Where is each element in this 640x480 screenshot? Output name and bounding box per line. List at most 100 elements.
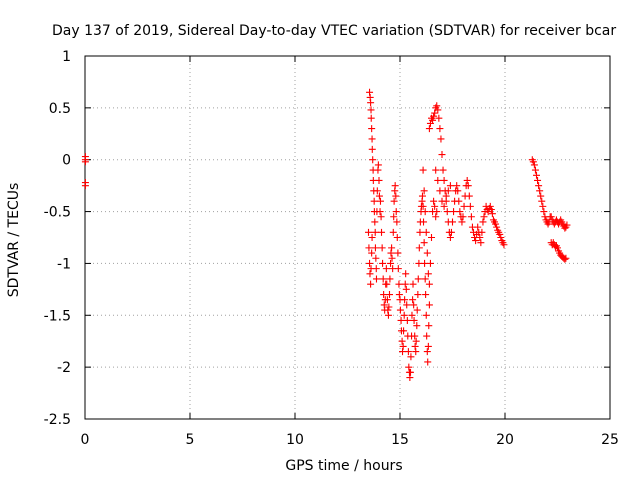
data-point <box>394 265 402 273</box>
data-point <box>493 223 501 231</box>
data-point <box>474 223 482 231</box>
data-point <box>420 218 428 226</box>
data-point <box>420 187 428 195</box>
data-point <box>375 192 383 200</box>
data-point <box>415 244 423 252</box>
data-point <box>392 192 400 200</box>
x-tick-label: 20 <box>496 432 514 448</box>
data-point <box>535 182 543 190</box>
data-point <box>438 151 446 159</box>
data-point <box>561 255 569 263</box>
data-point <box>420 239 428 247</box>
data-point <box>367 280 375 288</box>
grid-lines <box>85 56 610 419</box>
data-point <box>434 176 442 184</box>
data-point <box>423 249 431 257</box>
data-point <box>374 161 382 169</box>
plot-frame <box>84 55 611 420</box>
data-point <box>375 176 383 184</box>
data-point <box>422 291 430 299</box>
data-point <box>416 228 424 236</box>
data-point <box>409 296 417 304</box>
data-point <box>390 213 398 221</box>
data-point <box>539 202 547 210</box>
data-point <box>369 156 377 164</box>
data-point <box>365 244 373 252</box>
data-point <box>536 187 544 195</box>
data-point <box>421 208 429 216</box>
data-point <box>366 270 374 278</box>
data-point <box>384 311 392 319</box>
axis-ticks <box>84 55 611 420</box>
data-point <box>388 254 396 262</box>
data-point <box>403 316 411 324</box>
data-point <box>435 114 443 122</box>
data-point <box>463 176 471 184</box>
data-point <box>534 176 542 184</box>
data-point <box>486 202 494 210</box>
data-point <box>409 280 417 288</box>
data-point <box>407 368 414 376</box>
data-point <box>406 374 414 382</box>
data-point <box>460 202 468 210</box>
data-point <box>398 337 406 345</box>
data-point <box>368 135 376 143</box>
data-point <box>540 208 548 216</box>
data-point <box>425 125 433 133</box>
data-point <box>81 182 89 190</box>
data-point <box>430 112 438 120</box>
data-point <box>371 218 379 226</box>
data-point <box>403 301 411 309</box>
data-point <box>459 213 467 221</box>
data-point <box>500 241 508 249</box>
data-point <box>392 208 400 216</box>
data-point <box>476 234 484 241</box>
data-point <box>425 322 433 330</box>
data-point <box>384 306 392 314</box>
data-point <box>411 332 419 340</box>
data-point <box>418 192 426 200</box>
data-point <box>432 213 440 221</box>
data-point <box>371 228 379 236</box>
data-point <box>424 270 432 278</box>
data-point <box>538 197 546 205</box>
data-point <box>431 109 439 117</box>
data-point <box>411 342 419 350</box>
data-point <box>373 187 381 195</box>
data-point <box>531 166 539 174</box>
data-point <box>413 322 421 330</box>
data-point <box>433 102 441 110</box>
data-point <box>453 182 461 190</box>
data-point <box>414 291 422 299</box>
data-point <box>382 265 390 273</box>
data-point <box>446 182 454 190</box>
data-point <box>428 234 435 241</box>
data-point <box>464 182 472 190</box>
data-point <box>424 342 432 350</box>
data-point <box>385 303 393 311</box>
data-point <box>378 244 386 252</box>
y-tick-label: -2.5 <box>44 412 71 428</box>
data-point <box>554 244 561 252</box>
data-point <box>399 348 407 356</box>
data-point <box>412 348 420 356</box>
data-point <box>421 275 429 283</box>
data-point <box>447 228 455 236</box>
data-point <box>390 197 398 205</box>
data-point <box>455 197 463 205</box>
data-point <box>367 265 375 273</box>
data-point <box>368 249 376 257</box>
data-point <box>400 327 408 335</box>
y-tick-label: -1 <box>57 256 71 272</box>
data-point <box>440 176 448 184</box>
data-point <box>488 210 496 218</box>
data-point <box>368 145 376 153</box>
data-point <box>444 187 452 195</box>
data-point <box>466 202 474 210</box>
data-point <box>410 301 418 309</box>
data-point <box>405 363 413 371</box>
data-point <box>388 244 396 252</box>
x-tick-label: 15 <box>391 432 409 448</box>
data-point <box>472 237 480 245</box>
data-point <box>456 208 464 216</box>
